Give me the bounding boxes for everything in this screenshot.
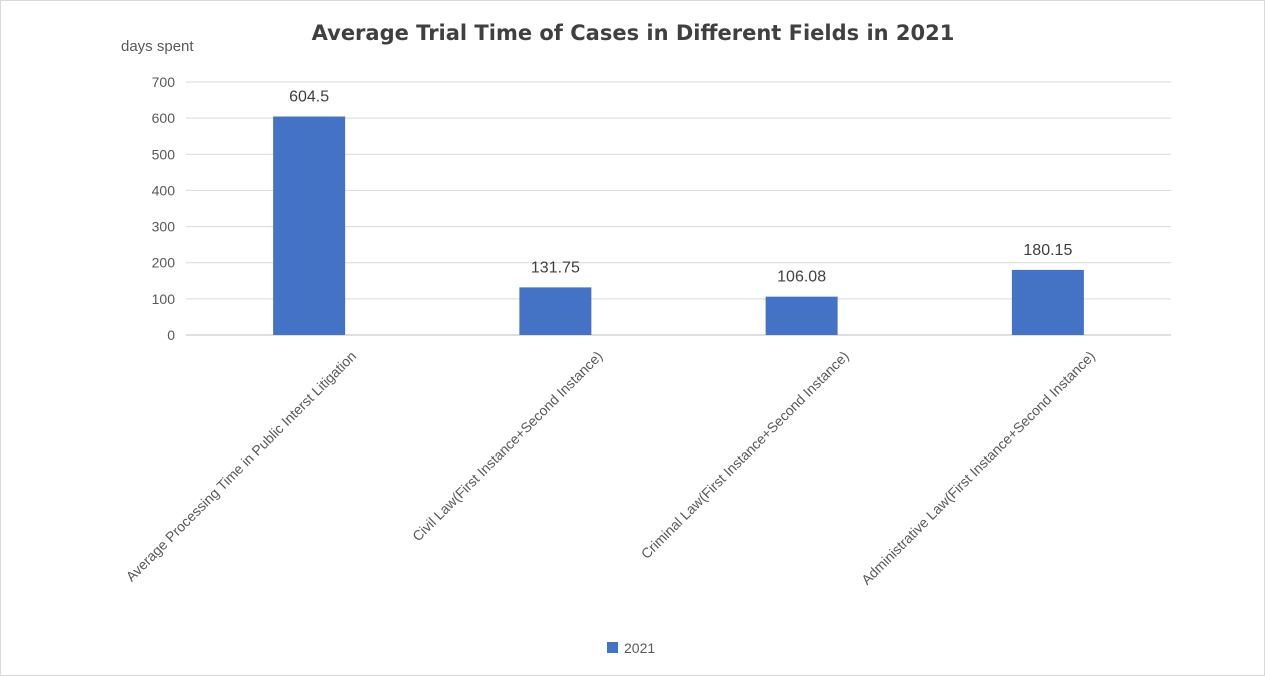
- bar: [273, 116, 346, 336]
- data-labels: 604.5 131.75 106.08 180.15: [289, 89, 1072, 286]
- data-label: 604.5: [289, 89, 329, 106]
- bars: [273, 116, 1084, 336]
- legend: 2021: [607, 640, 655, 656]
- data-label: 180.15: [1023, 242, 1072, 259]
- y-tick-label: 700: [152, 74, 176, 90]
- data-label: 106.08: [777, 269, 826, 286]
- y-tick-label: 300: [152, 219, 176, 235]
- y-tick-label: 100: [152, 291, 176, 307]
- y-tick-label: 600: [152, 110, 176, 126]
- bar: [765, 296, 838, 335]
- category-label: Civil Law(First Instance+Second Instance…: [409, 348, 605, 544]
- chart-title: Average Trial Time of Cases in Different…: [312, 21, 955, 45]
- category-label: Average Processing Time in Public Inters…: [123, 348, 360, 585]
- legend-label-2021: 2021: [624, 640, 655, 656]
- gridlines: [186, 81, 1171, 336]
- bar: [1011, 269, 1084, 335]
- y-tick-label: 200: [152, 255, 176, 271]
- y-axis-ticks: 0 100 200 300 400 500 600 700: [152, 74, 176, 343]
- y-tick-label: 400: [152, 182, 176, 198]
- category-labels: Average Processing Time in Public Inters…: [123, 348, 1098, 588]
- y-axis-title: days spent: [121, 38, 194, 55]
- legend-swatch-2021: [607, 642, 618, 653]
- category-label: Criminal Law(First Instance+Second Insta…: [638, 348, 852, 562]
- category-label: Administrative Law(First Instance+Second…: [858, 348, 1098, 588]
- y-tick-label: 500: [152, 146, 176, 162]
- bar: [519, 287, 592, 335]
- data-label: 131.75: [531, 259, 580, 276]
- y-tick-label: 0: [167, 327, 175, 343]
